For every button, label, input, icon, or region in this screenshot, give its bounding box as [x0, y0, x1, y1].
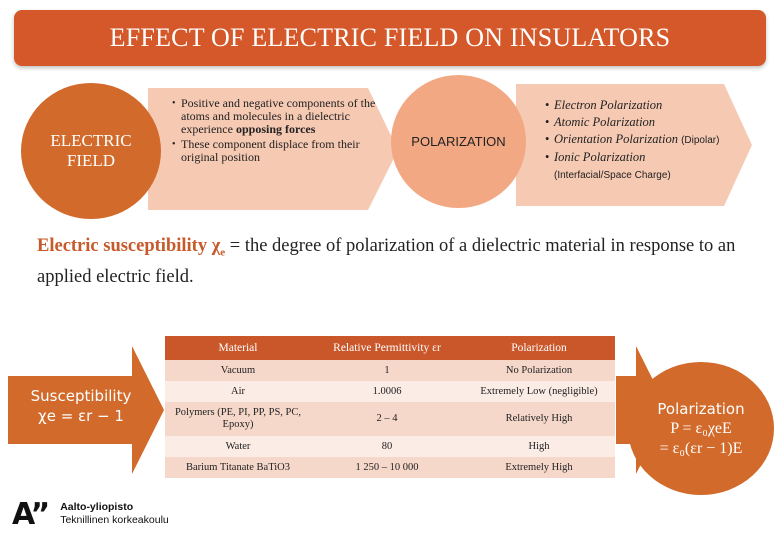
cell-material: Polymers (PE, PI, PP, PS, PC, Epoxy): [174, 407, 302, 430]
table-row: Vacuum 1 No Polarization: [165, 360, 615, 381]
table-row: Barium Titanate BaTiO3 1 250 – 10 000 Ex…: [165, 457, 615, 478]
polarization-formula-line3: = ε₀(εr − 1)E: [659, 439, 743, 457]
polarization-type-label: Orientation Polarization: [554, 132, 678, 146]
polarization-formula-circle: Polarization P = ε₀χeE = ε₀(εr − 1)E: [628, 362, 774, 495]
logo-school: Teknillinen korkeakoulu: [60, 514, 169, 526]
polarization-formula-title: Polarization: [657, 399, 745, 418]
table-header-row: Material Relative Permittivity εr Polari…: [165, 336, 615, 360]
cell-permittivity: 80: [381, 441, 393, 452]
definition-term-text: Electric susceptibility χ: [37, 236, 221, 256]
effects-bullet-1-text: Positive and negative components of the …: [181, 96, 376, 136]
polarization-type-sub: (Dipolar): [681, 135, 720, 146]
cell-polarization: Extremely High: [505, 462, 573, 473]
polarization-type-item: Atomic Polarization: [545, 114, 725, 131]
susceptibility-label: Susceptibility χe = εr − 1: [16, 386, 146, 426]
header-material: Material: [218, 342, 258, 354]
susceptibility-formula: χe = εr − 1: [38, 407, 124, 425]
definition-term: Electric susceptibility χe: [37, 236, 226, 259]
title-banner: EFFECT OF ELECTRIC FIELD ON INSULATORS: [14, 10, 766, 66]
effects-bullet-1-bold: opposing forces: [235, 122, 316, 136]
electric-field-line2: FIELD: [66, 151, 116, 170]
polarization-type-label: Atomic Polarization: [554, 115, 656, 129]
header-polarization: Polarization: [511, 342, 567, 354]
aalto-logo-icon: A”: [12, 496, 50, 532]
table-row: Polymers (PE, PI, PP, PS, PC, Epoxy) 2 –…: [165, 402, 615, 436]
cell-permittivity: 1.0006: [372, 386, 402, 397]
polarization-type-item: Ionic Polarization (Interfacial/Space Cha…: [545, 149, 725, 184]
cell-material: Air: [231, 386, 245, 397]
table-row: Water 80 High: [165, 436, 615, 457]
electric-field-circle: ELECTRIC FIELD: [21, 83, 161, 219]
cell-polarization: Relatively High: [505, 413, 573, 424]
cell-material: Water: [225, 441, 251, 452]
cell-material: Barium Titanate BaTiO3: [185, 462, 291, 473]
logo-university: Aalto-yliopisto: [60, 501, 134, 513]
polarization-circle: POLARIZATION: [391, 75, 526, 208]
cell-polarization: No Polarization: [505, 365, 573, 376]
polarization-type-sub: (Interfacial/Space Charge): [554, 170, 671, 181]
page-title: EFFECT OF ELECTRIC FIELD ON INSULATORS: [109, 23, 671, 52]
definition-rest: = the degree of polarization of a dielec…: [37, 236, 736, 287]
header-permittivity: Relative Permittivity εr: [333, 342, 441, 354]
definition-term-sub: e: [220, 246, 226, 259]
polarization-formula-line2: P = ε₀χeE: [670, 419, 732, 437]
cell-permittivity: 2 – 4: [376, 413, 398, 424]
polarization-type-item: Orientation Polarization (Dipolar): [545, 131, 725, 149]
susceptibility-title: Susceptibility: [30, 387, 132, 405]
susceptibility-definition: Electric susceptibility χe = the degree …: [37, 234, 757, 289]
effects-bullet-2: These component displace from their orig…: [172, 138, 387, 164]
aalto-logo: A” Aalto-yliopisto Teknillinen korkeakou…: [12, 494, 212, 534]
table-row: Air 1.0006 Extremely Low (negligible): [165, 381, 615, 402]
electric-field-line1: ELECTRIC: [50, 131, 132, 150]
polarization-type-item: Electron Polarization: [545, 97, 725, 114]
effects-bullet-1: Positive and negative components of the …: [172, 97, 387, 136]
polarization-circle-label: POLARIZATION: [411, 134, 506, 149]
polarization-types-list: Electron Polarization Atomic Polarizatio…: [545, 97, 725, 184]
permittivity-table: Material Relative Permittivity εr Polari…: [165, 336, 615, 478]
polarization-type-label: Ionic Polarization: [554, 150, 646, 164]
cell-polarization: Extremely Low (negligible): [480, 386, 598, 397]
effects-list: Positive and negative components of the …: [172, 97, 387, 166]
cell-permittivity: 1: [384, 365, 390, 376]
cell-permittivity: 1 250 – 10 000: [355, 462, 419, 473]
polarization-type-label: Electron Polarization: [554, 98, 663, 112]
cell-polarization: High: [528, 441, 550, 452]
cell-material: Vacuum: [220, 365, 256, 376]
aalto-logo-text: Aalto-yliopisto Teknillinen korkeakoulu: [60, 501, 169, 527]
